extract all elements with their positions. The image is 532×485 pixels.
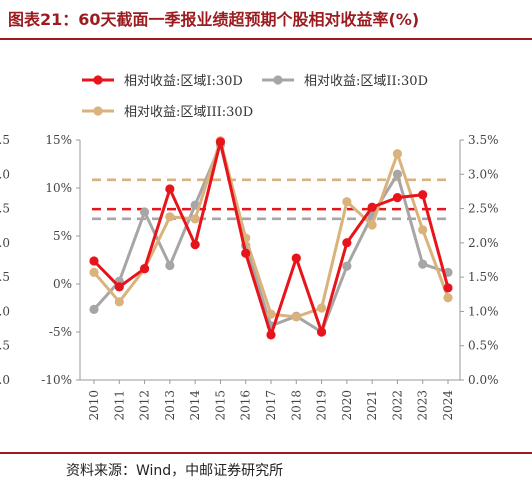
data-point-1	[418, 190, 428, 200]
clipped-tick-label: 1.5	[0, 270, 10, 284]
axes: -10% -5% 0% 5% 10% 15% 0.0% 0.5% 1.0% 1.5% 2.0% 2.5…	[0, 133, 499, 421]
chart-title: 图表21：60天截面一季报业绩超预期个股相对收益率(%)	[8, 10, 420, 29]
series-lines	[89, 135, 453, 340]
left-tick-label: 0%	[53, 277, 72, 291]
data-point-3	[266, 309, 276, 319]
data-point-1	[190, 240, 200, 250]
clipped-tick-label: 3.0	[0, 167, 10, 181]
clipped-tick-label: 3.5	[0, 133, 10, 147]
data-point-3	[114, 297, 124, 307]
x-tick-label: 2022	[390, 390, 404, 421]
right-tick-label: 0.5%	[468, 339, 499, 353]
data-point-1	[367, 202, 377, 212]
x-tick-label: 2010	[87, 390, 101, 421]
clipped-tick-label: 2.0	[0, 236, 10, 250]
left-tick-label: 10%	[45, 181, 72, 195]
right-tick-label: 1.5%	[468, 270, 499, 284]
data-point-2	[89, 304, 99, 314]
data-point-2	[165, 260, 175, 271]
data-point-2	[418, 259, 428, 269]
x-tick-label: 2020	[340, 390, 354, 421]
data-point-1	[266, 330, 276, 340]
data-point-3	[165, 212, 175, 222]
right-tick-label: 1.0%	[468, 304, 499, 318]
footer-rule	[0, 452, 532, 454]
x-tick-label: 2014	[188, 390, 202, 421]
legend: 相对收益:区域I:30D 相对收益:区域II:30D 相对收益:区域III:30D	[82, 74, 428, 120]
x-tick-label: 2023	[416, 390, 430, 421]
data-point-1	[165, 184, 175, 194]
legend-label: 相对收益:区域II:30D	[304, 74, 428, 89]
title-rule	[0, 38, 532, 40]
clipped-tick-label: 0.5	[0, 339, 10, 353]
data-point-1	[342, 238, 352, 248]
clipped-tick-label: 1.0	[0, 304, 10, 318]
data-point-2	[392, 169, 403, 179]
series-line-3	[92, 135, 450, 319]
x-tick-label: 2016	[239, 390, 253, 421]
data-point-2	[139, 207, 150, 217]
data-point-3	[342, 197, 352, 207]
x-tick-label: 2024	[441, 390, 455, 421]
left-tick-label: -5%	[49, 325, 72, 339]
data-point-3	[291, 312, 301, 322]
data-point-3	[418, 225, 428, 235]
data-point-1	[114, 282, 124, 292]
left-tick-label: 15%	[45, 133, 72, 147]
x-tick-label: 2017	[264, 390, 278, 421]
data-point-1	[392, 193, 403, 203]
data-point-1	[89, 256, 99, 266]
data-point-1	[443, 283, 453, 293]
left-tick-label: 5%	[53, 229, 72, 243]
chart: 相对收益:区域I:30D 相对收益:区域II:30D相对收益:区域III:30D …	[0, 74, 499, 421]
x-tick-label: 2015	[213, 390, 227, 421]
clipped-tick-label: 0.0	[0, 373, 10, 387]
left-tick-label: -10%	[41, 373, 72, 387]
x-tick-label: 2018	[289, 390, 303, 421]
legend-swatch-marker	[273, 75, 283, 85]
x-tick-label: 2019	[315, 390, 329, 421]
legend-swatch-marker	[93, 75, 103, 85]
x-tick-label: 2011	[112, 390, 126, 421]
data-point-1	[291, 253, 301, 263]
data-point-3	[190, 214, 200, 224]
data-point-1	[316, 327, 327, 337]
legend-label: 相对收益:区域I:30D	[124, 74, 243, 89]
clipped-tick-label: 2.5	[0, 202, 10, 216]
data-point-1	[215, 137, 226, 147]
data-point-3	[316, 303, 327, 313]
right-tick-label: 0.0%	[468, 373, 499, 387]
source-note: 资料来源：Wind，中邮证券研究所	[66, 463, 284, 479]
data-point-1	[241, 248, 251, 258]
data-point-3	[392, 149, 403, 159]
x-tick-label: 2013	[163, 390, 177, 421]
legend-swatch-marker	[93, 106, 103, 116]
right-tick-label: 2.5%	[468, 202, 499, 216]
data-point-1	[139, 264, 150, 274]
data-point-3	[443, 293, 453, 303]
data-point-3	[367, 220, 377, 230]
right-tick-label: 2.0%	[468, 236, 499, 250]
x-tick-label: 2021	[365, 390, 379, 421]
right-tick-label: 3.5%	[468, 133, 499, 147]
right-tick-label: 3.0%	[468, 167, 499, 181]
x-tick-label: 2012	[138, 390, 152, 421]
legend-label: 相对收益:区域III:30D	[124, 105, 253, 120]
data-point-2	[342, 261, 352, 271]
data-point-3	[89, 267, 99, 277]
